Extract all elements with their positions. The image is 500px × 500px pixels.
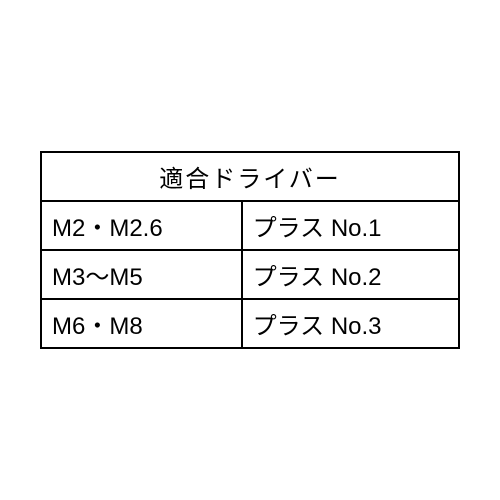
size-range-cell: M3〜M5 [41, 250, 242, 299]
driver-cell: プラス No.1 [242, 201, 459, 250]
size-range-cell: M2・M2.6 [41, 201, 242, 250]
size-range-cell: M6・M8 [41, 299, 242, 348]
driver-compat-table: 適合ドライバー M2・M2.6 プラス No.1 M3〜M5 プラス No.2 … [40, 151, 460, 349]
driver-compat-table-container: 適合ドライバー M2・M2.6 プラス No.1 M3〜M5 プラス No.2 … [40, 151, 460, 349]
driver-cell: プラス No.2 [242, 250, 459, 299]
table-row: M6・M8 プラス No.3 [41, 299, 459, 348]
table-row: M3〜M5 プラス No.2 [41, 250, 459, 299]
table-row: M2・M2.6 プラス No.1 [41, 201, 459, 250]
table-header-row: 適合ドライバー [41, 152, 459, 201]
table-header: 適合ドライバー [41, 152, 459, 201]
driver-cell: プラス No.3 [242, 299, 459, 348]
